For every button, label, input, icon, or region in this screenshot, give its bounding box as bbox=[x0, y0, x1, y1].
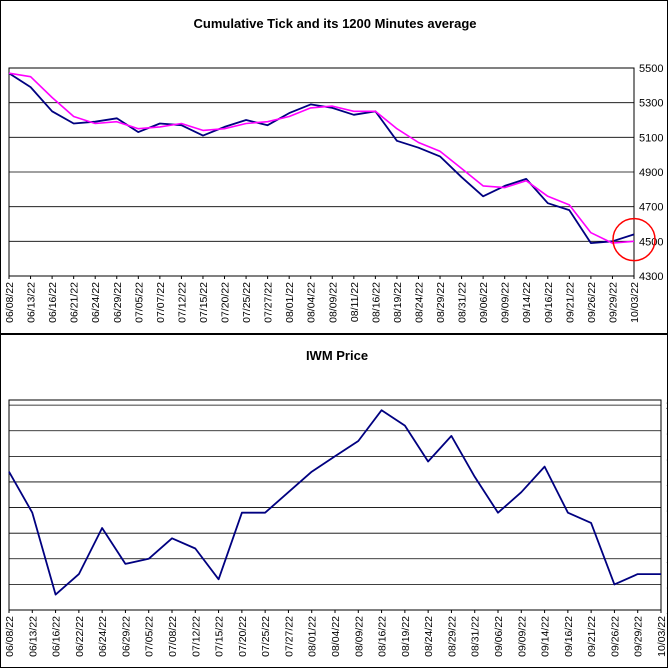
y-tick-label: 171 bbox=[666, 554, 667, 566]
x-tick-label: 07/25/22 bbox=[241, 282, 253, 323]
cumulative-tick-chart: Cumulative Tick and its 1200 Minutes ave… bbox=[4, 16, 663, 323]
y-tick-label: 181 bbox=[666, 503, 667, 515]
x-tick-label: 06/24/22 bbox=[97, 616, 109, 657]
x-tick-label: 09/16/22 bbox=[543, 282, 555, 323]
x-tick-label: 08/24/22 bbox=[423, 616, 435, 657]
x-tick-label: 07/27/22 bbox=[283, 616, 295, 657]
x-tick-label: 09/26/22 bbox=[609, 616, 621, 657]
x-tick-label: 06/13/22 bbox=[26, 282, 38, 323]
iwm-price-chart-panel: IWM Price 201 196 191 186 181 176 171 166 161 06/… bbox=[0, 334, 670, 668]
x-tick-label: 07/15/22 bbox=[198, 282, 210, 323]
x-tick-label: 09/29/22 bbox=[607, 282, 619, 323]
x-tick-label: 07/05/22 bbox=[133, 282, 145, 323]
x-tick-label: 06/24/22 bbox=[90, 282, 102, 323]
x-tick-label: 08/19/22 bbox=[392, 282, 404, 323]
x-tick-label: 07/27/22 bbox=[263, 282, 275, 323]
x-tick-label: 08/29/22 bbox=[435, 282, 447, 323]
y-tick-label: 4500 bbox=[639, 236, 663, 248]
chart-title: IWM Price bbox=[306, 348, 368, 363]
y-tick-label: 186 bbox=[666, 477, 667, 489]
x-tick-label: 07/20/22 bbox=[237, 616, 249, 657]
y-tick-label: 191 bbox=[666, 451, 667, 463]
x-tick-label: 07/15/22 bbox=[214, 616, 226, 657]
x-tick-label: 08/01/22 bbox=[284, 282, 296, 323]
x-tick-label: 08/31/22 bbox=[470, 616, 482, 657]
x-tick-label: 09/09/22 bbox=[500, 282, 512, 323]
y-tick-label: 161 bbox=[666, 605, 667, 617]
x-tick-label: 06/08/22 bbox=[4, 616, 16, 657]
y-tick-label: 5300 bbox=[639, 98, 663, 110]
x-tick-label: 07/08/22 bbox=[167, 616, 179, 657]
x-tick-label: 09/06/22 bbox=[478, 282, 490, 323]
series-line bbox=[8, 409, 661, 596]
y-tick-label: 4700 bbox=[639, 202, 663, 214]
y-tick-label: 5500 bbox=[639, 63, 663, 75]
x-tick-label: 09/21/22 bbox=[586, 616, 598, 657]
x-tick-label: 08/09/22 bbox=[353, 616, 365, 657]
x-tick-label: 09/29/22 bbox=[633, 616, 645, 657]
x-tick-label: 07/12/22 bbox=[176, 282, 188, 323]
cumulative-tick-chart-panel: Cumulative Tick and its 1200 Minutes ave… bbox=[0, 0, 668, 334]
y-tick-label: 4300 bbox=[639, 271, 663, 283]
x-tick-label: 06/29/22 bbox=[120, 616, 132, 657]
y-tick-label: 5100 bbox=[639, 132, 663, 144]
chart-title: Cumulative Tick and its 1200 Minutes ave… bbox=[194, 16, 477, 31]
y-tick-label: 196 bbox=[666, 426, 667, 438]
x-tick-label: 06/29/22 bbox=[112, 282, 124, 323]
x-tick-label: 06/22/22 bbox=[74, 616, 86, 657]
x-tick-label: 06/08/22 bbox=[4, 282, 16, 323]
x-tick-label: 08/04/22 bbox=[330, 616, 342, 657]
x-tick-label: 08/16/22 bbox=[370, 282, 382, 323]
x-tick-label: 08/24/22 bbox=[413, 282, 425, 323]
x-tick-label: 08/04/22 bbox=[306, 282, 318, 323]
x-tick-label: 08/16/22 bbox=[377, 616, 389, 657]
x-tick-label: 07/25/22 bbox=[260, 616, 272, 657]
x-tick-label: 07/07/22 bbox=[155, 282, 167, 323]
x-tick-label: 07/05/22 bbox=[144, 616, 156, 657]
x-tick-label: 08/19/22 bbox=[400, 616, 412, 657]
x-tick-label: 07/20/22 bbox=[220, 282, 232, 323]
x-tick-label: 09/06/22 bbox=[493, 616, 505, 657]
x-tick-label: 08/01/22 bbox=[307, 616, 319, 657]
x-tick-label: 09/16/22 bbox=[563, 616, 575, 657]
x-tick-label: 06/16/22 bbox=[47, 282, 59, 323]
plot-area bbox=[8, 399, 662, 611]
x-tick-label: 08/11/22 bbox=[349, 282, 361, 322]
series-line bbox=[8, 72, 635, 244]
y-tick-label: 201 bbox=[666, 400, 667, 412]
x-tick-label: 08/09/22 bbox=[327, 282, 339, 323]
x-tick-label: 09/26/22 bbox=[586, 282, 598, 323]
highlight-circle bbox=[612, 217, 656, 262]
x-tick-label: 07/12/22 bbox=[190, 616, 202, 657]
x-tick-label: 06/13/22 bbox=[27, 616, 39, 657]
x-tick-label: 10/03/22 bbox=[629, 282, 641, 323]
y-tick-label: 166 bbox=[666, 579, 667, 591]
x-tick-label: 09/14/22 bbox=[521, 282, 533, 323]
x-tick-label: 10/03/22 bbox=[656, 616, 667, 657]
y-tick-label: 176 bbox=[666, 528, 667, 540]
x-tick-label: 09/09/22 bbox=[516, 616, 528, 657]
x-tick-label: 06/21/22 bbox=[69, 282, 81, 323]
x-tick-label: 06/16/22 bbox=[51, 616, 63, 657]
y-tick-label: 4900 bbox=[639, 167, 663, 179]
x-tick-label: 08/29/22 bbox=[446, 616, 458, 657]
x-tick-label: 09/21/22 bbox=[564, 282, 576, 323]
iwm-price-chart: IWM Price 201 196 191 186 181 176 171 166 161 06/… bbox=[4, 348, 670, 657]
x-tick-label: 08/31/22 bbox=[457, 282, 469, 323]
x-tick-label: 09/14/22 bbox=[540, 616, 552, 657]
